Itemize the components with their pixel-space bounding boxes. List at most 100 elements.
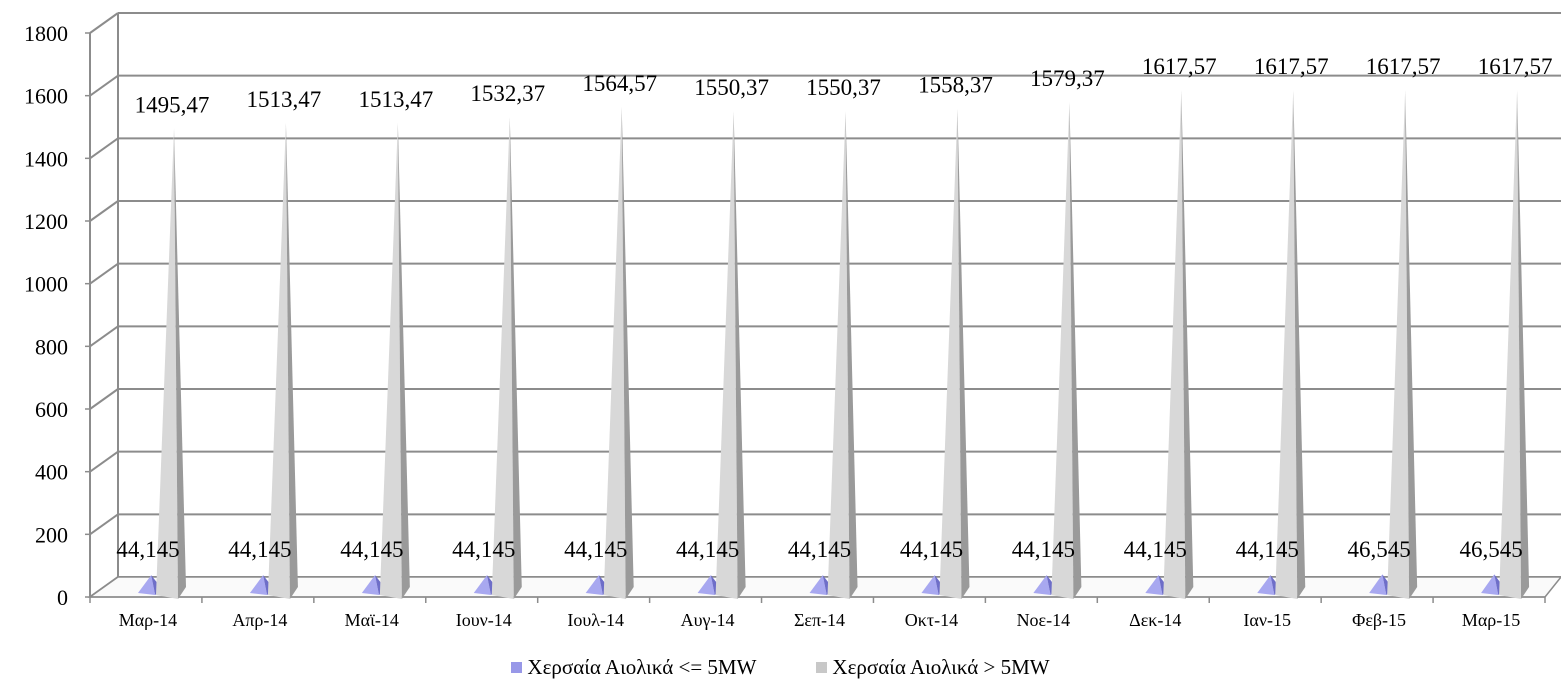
bar-large-wind-shade <box>174 128 186 599</box>
x-tick-label: Δεκ-14 <box>1129 610 1181 630</box>
data-label-large-wind: 1617,57 <box>1254 54 1329 79</box>
legend-label-large-wind: Χερσαία Αιολικά > 5MW <box>832 654 1050 679</box>
data-label-small-wind: 44,145 <box>340 537 403 562</box>
data-label-large-wind: 1579,37 <box>1030 66 1105 91</box>
bar-small-wind <box>809 575 827 595</box>
y-tick-labels: 0 200 400 600 800 1000 1200 1400 1600 1800 <box>24 21 90 610</box>
legend-swatch-small-wind <box>511 661 523 673</box>
bar-large-wind <box>1163 90 1186 599</box>
y-tick-label: 1600 <box>24 84 68 109</box>
bar-large-wind-shade <box>957 108 970 600</box>
bar-small-wind <box>1257 575 1275 595</box>
pyramids <box>138 90 1530 600</box>
gridline-diagonal <box>89 262 119 285</box>
data-label-large-wind: 1495,47 <box>135 92 210 117</box>
bar-large-wind <box>1275 90 1298 599</box>
bar-small-wind <box>138 575 156 595</box>
bar-large-wind <box>939 108 962 600</box>
bar-large-wind-shade <box>397 122 410 599</box>
y-tick-label: 1400 <box>24 146 68 171</box>
data-label-small-wind: 44,145 <box>452 537 515 562</box>
y-tick-label: 400 <box>35 460 68 485</box>
x-tick-label: Σεπ-14 <box>794 610 845 630</box>
y-tick-label: 800 <box>35 334 68 359</box>
x-tick-label: Νοε-14 <box>1017 610 1071 630</box>
data-label-small-wind: 44,145 <box>1236 537 1299 562</box>
bar-small-wind <box>1481 574 1499 595</box>
bar-large-wind-shade <box>1293 90 1306 599</box>
data-label-large-wind: 1617,57 <box>1366 54 1441 79</box>
bar-large-wind <box>1499 90 1522 599</box>
data-label-large-wind: 1513,47 <box>247 87 322 112</box>
bar-large-wind-shade <box>621 106 634 599</box>
bar-small-wind <box>697 575 715 595</box>
legend-item-small-wind: Χερσαία Αιολικά <= 5MW <box>511 652 756 682</box>
x-tick-label: Ιουν-14 <box>456 610 512 630</box>
data-label-large-wind: 1513,47 <box>358 87 433 112</box>
data-label-large-wind: 1550,37 <box>694 75 769 100</box>
bar-large-wind-shade <box>1517 90 1530 599</box>
data-label-small-wind: 44,145 <box>900 537 963 562</box>
data-label-small-wind: 46,545 <box>1348 537 1411 562</box>
bar-large-wind-shade <box>733 111 746 599</box>
x-tick-label: Μαρ-14 <box>119 610 177 630</box>
legend-item-large-wind: Χερσαία Αιολικά > 5MW <box>816 652 1050 682</box>
bar-large-wind-shade <box>509 116 522 600</box>
bar-small-wind <box>1033 575 1051 595</box>
y-tick-label: 0 <box>57 585 68 610</box>
x-tick-label: Αυγ-14 <box>681 610 735 630</box>
gridline-diagonal <box>89 200 119 222</box>
bar-large-wind <box>379 122 402 599</box>
bar-large-wind <box>491 116 514 600</box>
bar-large-wind <box>715 111 738 599</box>
x-tick-label: Μαϊ-14 <box>345 610 399 630</box>
gridline-diagonal <box>89 325 119 348</box>
bar-small-wind <box>1369 574 1387 595</box>
bar-small-wind <box>585 575 603 595</box>
data-label-large-wind: 1532,37 <box>470 81 545 106</box>
x-tick-label: Μαρ-15 <box>1462 610 1520 630</box>
x-tick-labels: Μαρ-14 Απρ-14 Μαϊ-14 Ιουν-14 Ιουλ-14 Αυγ-14 Σε… <box>89 597 1546 630</box>
gridline-diagonal <box>89 513 119 536</box>
bar-small-wind <box>473 575 491 595</box>
bar-small-wind <box>1145 575 1163 595</box>
legend-swatch-large-wind <box>816 661 828 673</box>
bar-small-wind <box>921 575 939 595</box>
gridline-diagonal <box>89 74 119 97</box>
y-tick-label: 600 <box>35 397 68 422</box>
gridline-diagonal <box>89 450 119 473</box>
data-label-large-wind: 1617,57 <box>1478 54 1553 79</box>
data-label-small-wind: 44,145 <box>788 537 851 562</box>
gridline-diagonal <box>89 388 119 410</box>
bar-large-wind <box>603 106 626 599</box>
y-tick-label: 1000 <box>24 272 68 297</box>
x-tick-label: Φεβ-15 <box>1352 610 1406 630</box>
data-label-small-wind: 44,145 <box>1124 537 1187 562</box>
data-label-large-wind: 1550,37 <box>806 75 881 100</box>
bar-large-wind <box>827 111 850 599</box>
bar-large-wind-shade <box>1181 90 1194 599</box>
y-tick-label: 1200 <box>24 209 68 234</box>
bar-small-wind <box>361 575 380 595</box>
y-tick-label: 200 <box>35 522 68 547</box>
x-tick-label: Ιουλ-14 <box>567 610 624 630</box>
data-label-large-wind: 1564,57 <box>582 71 657 96</box>
data-label-small-wind: 44,145 <box>228 537 291 562</box>
legend-label-small-wind: Χερσαία Αιολικά <= 5MW <box>527 654 757 679</box>
gridline-diagonal <box>89 12 119 34</box>
x-tick-label: Ιαν-15 <box>1243 610 1291 630</box>
data-label-small-wind: 46,545 <box>1459 537 1522 562</box>
bar-large-wind <box>156 128 178 599</box>
data-label-large-wind: 1617,57 <box>1142 54 1217 79</box>
y-tick-label: 1800 <box>24 21 68 46</box>
bar-small-wind <box>249 575 268 595</box>
bar-large-wind-shade <box>845 111 858 599</box>
bar-large-wind-shade <box>1069 102 1082 599</box>
bar-large-wind-shade <box>285 122 298 599</box>
legend: Χερσαία Αιολικά <= 5MW Χερσαία Αιολικά >… <box>0 652 1561 682</box>
bar-large-wind-shade <box>1405 90 1418 599</box>
data-label-small-wind: 44,145 <box>116 537 179 562</box>
x-tick-label: Οκτ-14 <box>905 610 958 630</box>
data-label-large-wind: 1558,37 <box>918 73 993 98</box>
